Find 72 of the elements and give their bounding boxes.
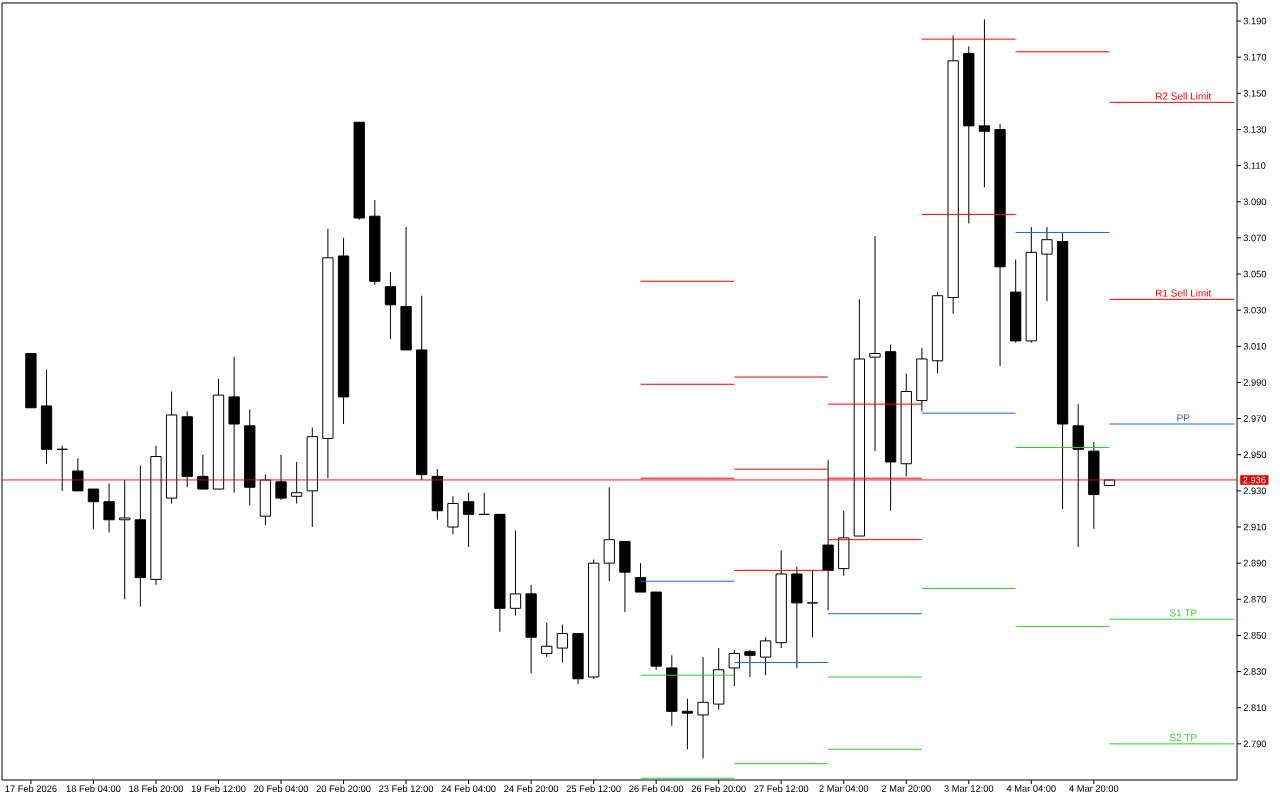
x-tick-label: 18 Feb 20:00 (129, 785, 184, 793)
y-tick-label: 3.190 (1243, 17, 1267, 25)
candlestick (603, 486, 615, 582)
y-tick-label: 3.150 (1243, 90, 1267, 97)
candlestick (759, 636, 772, 676)
x-tick-label: 26 Feb 04:00 (629, 785, 684, 793)
candlestick (697, 656, 709, 759)
y-tick-label: 3.090 (1243, 198, 1267, 206)
series-label: S1 TP (1169, 609, 1197, 617)
candlestick (806, 569, 819, 638)
y-tick-label: 2.850 (1243, 632, 1267, 639)
candlestick (541, 622, 553, 658)
ref-line-label: 2.936 (1243, 476, 1266, 484)
candlestick (119, 479, 131, 600)
x-tick-label: 19 Feb 12:00 (191, 785, 246, 793)
y-tick-label: 3.010 (1243, 343, 1267, 350)
y-tick-label: 3.170 (1243, 53, 1267, 61)
candlestick (478, 492, 490, 515)
series-label: R2 Sell Limit (1156, 92, 1212, 100)
x-tick-label: 24 Feb 20:00 (504, 785, 559, 793)
candlestick (384, 271, 397, 340)
candlestick (869, 235, 881, 452)
candlestick (447, 495, 459, 535)
y-tick-label: 3.130 (1243, 126, 1267, 133)
candlestick (275, 454, 287, 501)
y-tick-label: 3.030 (1243, 306, 1267, 314)
candlestick (56, 445, 68, 492)
candlestick (728, 649, 740, 687)
x-tick-label: 2 Mar 20:00 (881, 785, 931, 792)
y-tick-label: 2.970 (1243, 415, 1267, 422)
candlestick (87, 488, 100, 530)
y-tick-label: 2.930 (1243, 487, 1267, 495)
candlestick (556, 624, 569, 664)
y-tick-label: 2.910 (1243, 523, 1267, 531)
candlestick (1072, 403, 1084, 548)
series-label: S2 TP (1169, 734, 1197, 742)
x-tick-label: 23 Feb 12:00 (379, 785, 434, 793)
candlestick (634, 562, 647, 593)
y-tick-label: 2.950 (1243, 451, 1267, 459)
candlestick (291, 461, 303, 505)
y-tick-label: 2.830 (1243, 668, 1267, 675)
series-label: R1 Sell Limit (1156, 289, 1212, 297)
candlestick (978, 18, 991, 188)
x-tick-label: 4 Mar 04:00 (1006, 785, 1056, 792)
candlestick (509, 530, 522, 617)
x-tick-label: 27 Feb 12:00 (754, 785, 809, 793)
y-tick-label: 3.070 (1243, 234, 1267, 242)
candlestick (197, 454, 209, 490)
y-tick-label: 2.870 (1243, 596, 1267, 603)
candlestick (681, 698, 694, 750)
y-tick-label: 2.990 (1243, 379, 1267, 386)
x-tick-label: 24 Feb 04:00 (441, 785, 496, 793)
y-tick-label: 2.790 (1243, 740, 1267, 748)
series-label: PP (1177, 414, 1190, 422)
x-tick-label: 4 Mar 20:00 (1069, 785, 1119, 792)
x-tick-label: 2 Mar 04:00 (819, 785, 869, 792)
candlestick (462, 492, 475, 548)
x-tick-label: 26 Feb 20:00 (691, 785, 746, 793)
x-tick-label: 20 Feb 04:00 (254, 785, 309, 793)
candlestick (103, 483, 115, 533)
x-tick-label: 17 Feb 2026 (5, 785, 57, 793)
y-tick-label: 3.110 (1243, 162, 1266, 169)
y-tick-label: 2.890 (1243, 559, 1267, 567)
x-tick-label: 25 Feb 12:00 (566, 785, 621, 793)
candlestick (72, 457, 84, 492)
x-tick-label: 18 Feb 04:00 (66, 785, 121, 793)
candlestick (1041, 226, 1053, 302)
candlestick (744, 649, 756, 678)
y-tick-label: 2.810 (1243, 704, 1267, 711)
y-tick-label: 3.050 (1243, 270, 1267, 278)
x-tick-label: 3 Mar 12:00 (944, 785, 994, 792)
x-tick-label: 20 Feb 20:00 (316, 785, 371, 793)
